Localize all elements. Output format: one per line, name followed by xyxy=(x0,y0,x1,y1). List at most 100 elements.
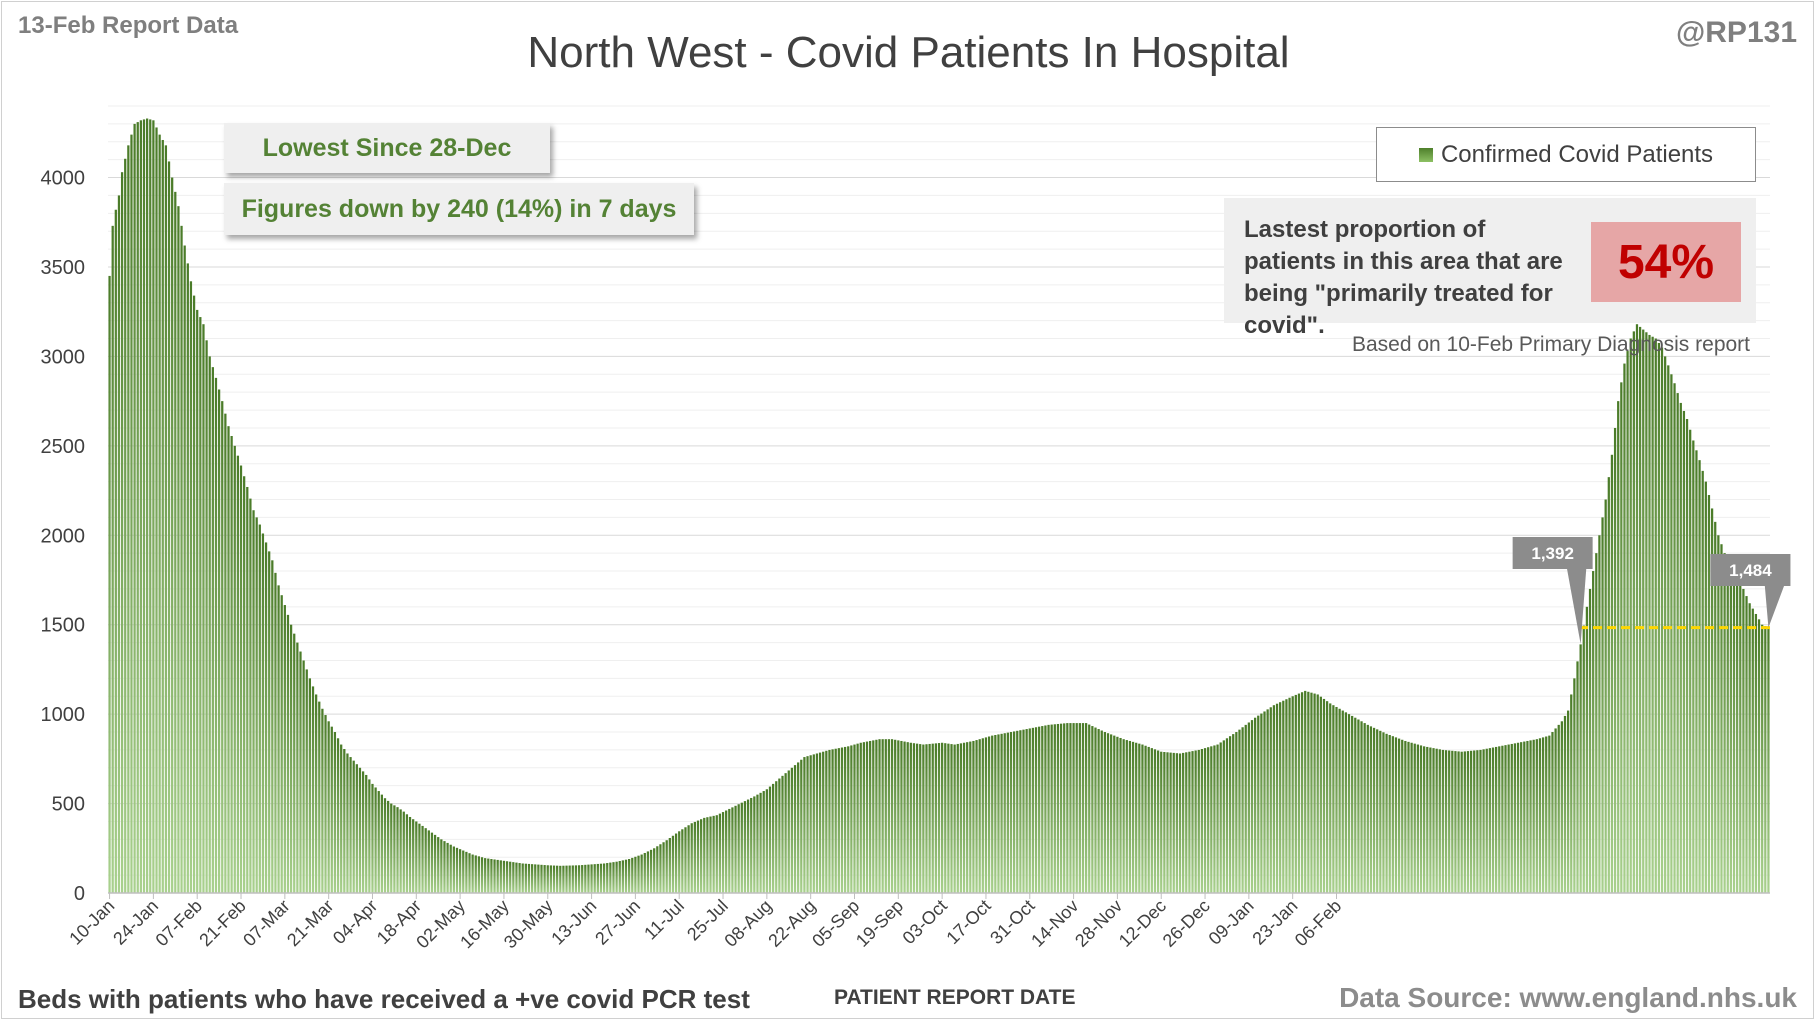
bar xyxy=(1707,495,1711,893)
bar xyxy=(1266,709,1269,893)
bar xyxy=(649,849,653,893)
bar xyxy=(1413,743,1416,893)
bar xyxy=(546,865,549,893)
bar xyxy=(1576,661,1579,893)
bar xyxy=(797,762,800,893)
bar xyxy=(1739,583,1742,893)
marker-pointer xyxy=(1567,569,1587,645)
bar xyxy=(1351,715,1354,893)
bar xyxy=(925,744,928,893)
bar xyxy=(440,839,443,893)
bar xyxy=(1360,721,1363,893)
bar xyxy=(1222,740,1225,893)
bar xyxy=(1660,347,1664,893)
bar xyxy=(446,842,449,893)
bar xyxy=(1097,729,1100,893)
bar xyxy=(1588,588,1592,893)
bar xyxy=(1341,710,1344,893)
bar xyxy=(233,445,236,893)
bar xyxy=(496,859,499,893)
bar xyxy=(803,757,806,893)
bar xyxy=(117,195,121,893)
bar xyxy=(884,739,887,893)
bar xyxy=(387,800,390,893)
bar xyxy=(818,752,822,893)
bar xyxy=(815,753,819,893)
bar xyxy=(1410,742,1413,893)
bar xyxy=(1638,326,1642,893)
y-tick-label: 500 xyxy=(52,794,85,816)
bar xyxy=(750,797,753,893)
bar xyxy=(912,743,916,893)
bar xyxy=(283,605,286,893)
bar xyxy=(1444,750,1448,893)
bar xyxy=(315,694,318,893)
bar xyxy=(1664,356,1667,894)
bar xyxy=(828,749,831,893)
bar xyxy=(941,742,944,893)
bar xyxy=(393,805,396,893)
bar xyxy=(1031,727,1035,893)
bar xyxy=(1520,742,1523,893)
bar xyxy=(1253,717,1257,893)
bar xyxy=(634,856,637,893)
bar xyxy=(327,721,330,893)
bar xyxy=(149,119,152,893)
bar xyxy=(1454,751,1457,893)
bar xyxy=(1172,752,1175,893)
bar xyxy=(358,767,362,893)
bar xyxy=(725,810,728,893)
x-tick-label: 13-Jun xyxy=(547,896,600,949)
bar xyxy=(1028,728,1031,893)
bar xyxy=(1185,752,1188,893)
bar xyxy=(643,852,646,893)
bar xyxy=(1150,748,1153,893)
bar xyxy=(784,773,787,893)
bar xyxy=(1135,742,1138,893)
bar xyxy=(1335,706,1338,893)
bar xyxy=(1401,739,1404,893)
bar xyxy=(1419,745,1423,893)
x-tick-label: 23-Jan xyxy=(1248,896,1301,949)
bar xyxy=(1147,746,1150,893)
bar xyxy=(1113,735,1116,893)
bar xyxy=(480,857,484,893)
bar xyxy=(678,831,681,893)
chart-legend: Confirmed Covid Patients xyxy=(1376,127,1756,182)
bar xyxy=(931,743,934,893)
bar xyxy=(1654,338,1657,894)
bar xyxy=(1257,715,1260,893)
bar xyxy=(584,864,587,893)
bar xyxy=(330,726,333,893)
bar xyxy=(521,863,524,893)
bar xyxy=(1717,535,1720,893)
bar xyxy=(1397,738,1401,893)
bar xyxy=(1169,752,1172,893)
bar xyxy=(199,317,202,893)
bar xyxy=(1178,753,1182,893)
bar xyxy=(1282,700,1285,893)
bar xyxy=(906,742,909,893)
bar xyxy=(1695,450,1698,893)
bar xyxy=(402,811,405,893)
bar xyxy=(1495,746,1498,893)
bar xyxy=(743,801,747,893)
bar xyxy=(239,465,243,893)
marker-box xyxy=(1512,537,1593,569)
y-tick-label: 2000 xyxy=(41,525,86,547)
bar xyxy=(202,324,205,893)
bar xyxy=(1651,336,1654,893)
bar xyxy=(1238,729,1241,893)
bar xyxy=(1272,705,1276,893)
bar xyxy=(1194,750,1197,893)
bar xyxy=(559,865,562,893)
bar xyxy=(1570,694,1573,893)
bar xyxy=(396,807,399,893)
bar xyxy=(1604,499,1607,893)
bar xyxy=(653,848,656,893)
data-label: 1,392 xyxy=(1531,544,1574,563)
bar xyxy=(458,849,462,893)
figures-down-callout: Figures down by 240 (14%) in 7 days xyxy=(224,183,694,235)
bar xyxy=(512,862,515,893)
bar xyxy=(1632,331,1635,894)
